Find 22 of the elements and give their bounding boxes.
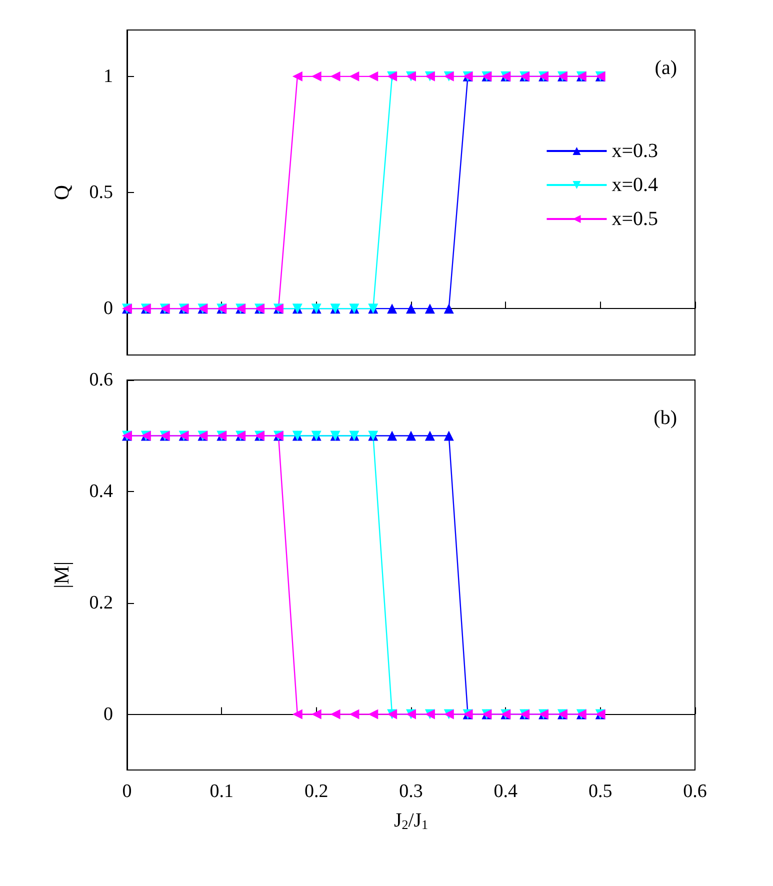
y-tick-label: 0 [104,704,113,725]
y-tick-label: 0.2 [89,592,113,614]
x-tick-label: 0.2 [304,781,328,802]
annotation: (b) [654,407,678,429]
legend-label: x=0.3 [612,140,658,162]
y-tick-label: 0.5 [89,182,113,203]
annotation: (a) [654,57,678,79]
legend-label: x=0.5 [612,208,658,230]
legend-label: x=0.4 [612,174,658,196]
y-tick-label: 0.4 [89,480,114,502]
x-tick-label: 0.5 [588,781,612,802]
y-tick-label: 1 [104,66,113,87]
x-tick-label: 0.3 [399,781,423,802]
y-axis-title: |M| [50,561,74,589]
x-tick-label: 0.6 [683,781,707,802]
x-tick-label: 0.1 [210,781,234,802]
x-axis-title: J2/J1 [394,810,428,832]
y-axis-title: Q [50,184,74,200]
x-tick-label: 0 [122,781,132,802]
y-tick-label: 0 [104,298,113,320]
x-tick-label: 0.4 [494,781,518,802]
y-tick-label: 0.6 [89,370,113,390]
